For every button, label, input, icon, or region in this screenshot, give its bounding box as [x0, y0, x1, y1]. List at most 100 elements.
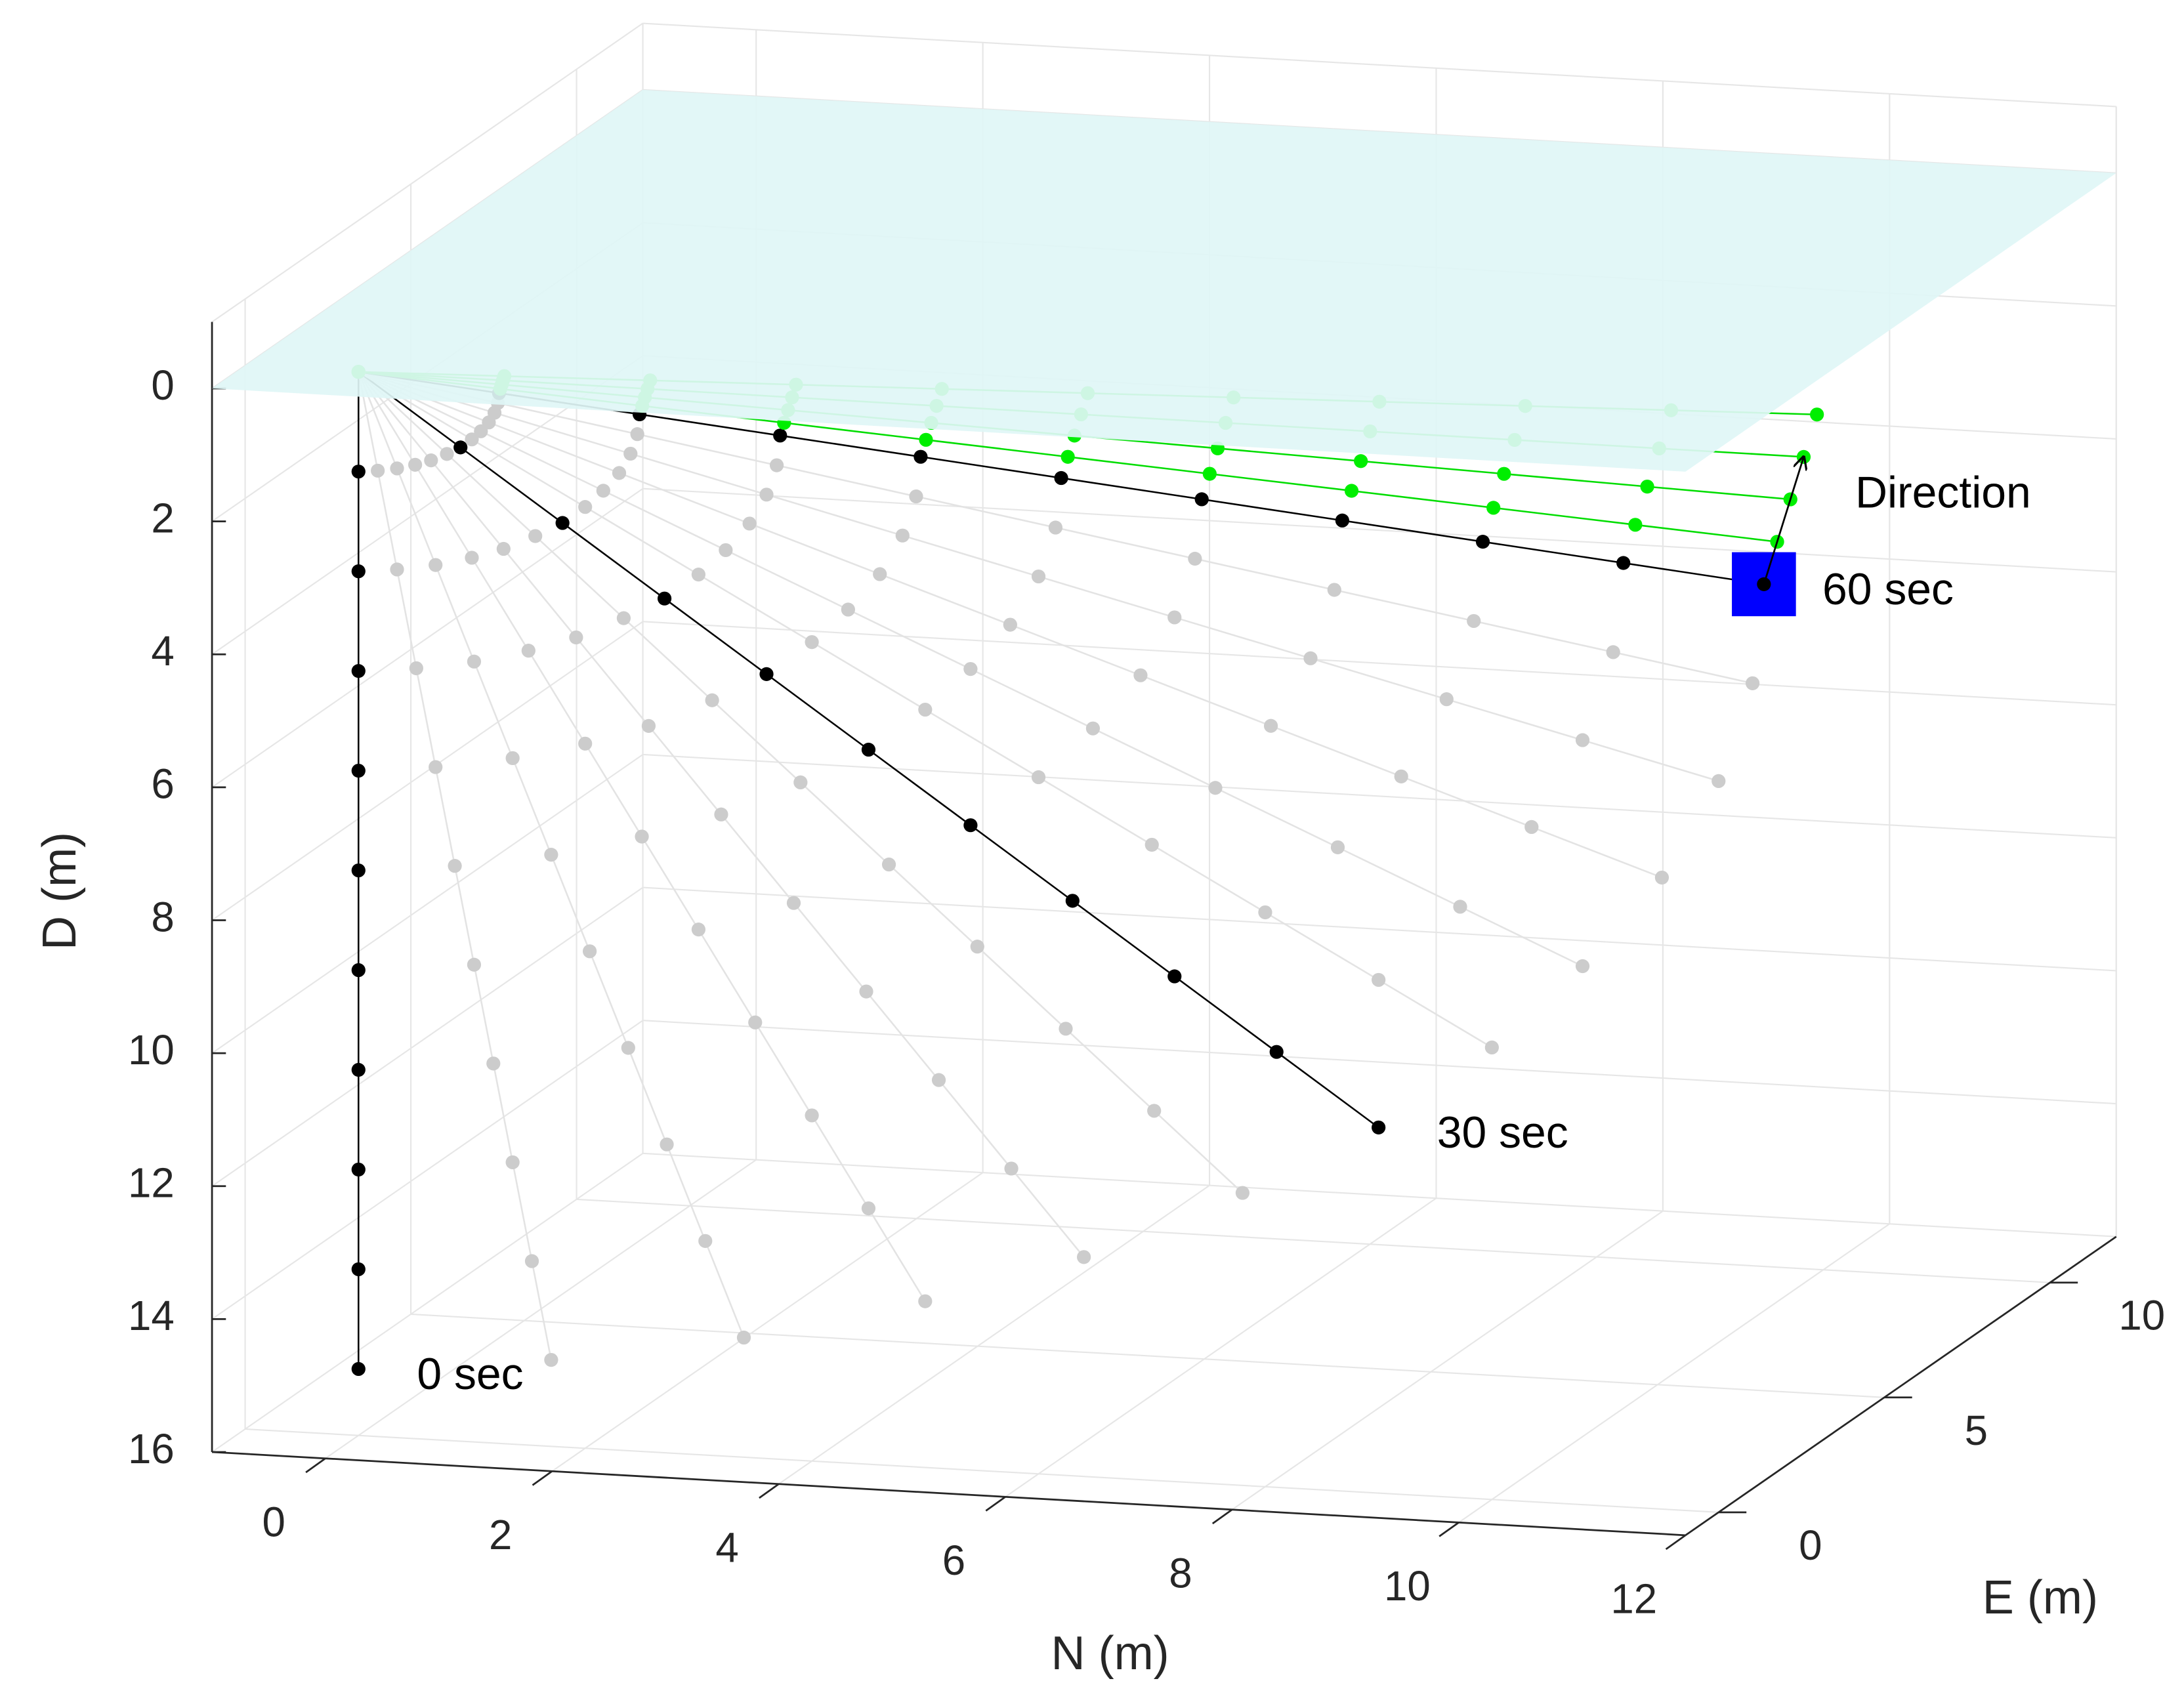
y-axis-label: E (m) [1983, 1571, 2098, 1624]
grid-line [1005, 1197, 1437, 1498]
point [1575, 959, 1590, 974]
z-tick-label: 2 [151, 495, 174, 541]
point [1144, 837, 1159, 852]
point [351, 1162, 366, 1177]
point [1194, 492, 1209, 507]
point [1354, 454, 1368, 468]
point [390, 562, 404, 577]
point [621, 1041, 635, 1055]
point [963, 661, 978, 676]
point [1208, 781, 1223, 795]
point [1085, 721, 1101, 736]
point [596, 484, 610, 498]
annotation: 30 sec [1437, 1108, 1568, 1157]
point [467, 957, 482, 972]
grid-line [642, 1020, 2116, 1105]
x-tick-label: 2 [489, 1512, 512, 1558]
point [1475, 535, 1490, 549]
point [1497, 467, 1511, 481]
point [623, 446, 638, 461]
point [881, 857, 896, 872]
point [544, 1352, 558, 1367]
point [970, 940, 984, 954]
point [657, 591, 672, 606]
point [914, 449, 928, 464]
x-tick [1211, 1508, 1233, 1525]
point [742, 516, 757, 531]
point [351, 465, 366, 479]
y-tick-label: 10 [2118, 1293, 2165, 1339]
point [805, 634, 819, 650]
point [448, 859, 462, 873]
point [773, 428, 788, 443]
grid-line [211, 1152, 644, 1453]
point [578, 500, 593, 514]
x-tick-label: 6 [942, 1537, 965, 1584]
point [1188, 551, 1202, 566]
point [1303, 651, 1318, 665]
point [351, 664, 366, 678]
point [1344, 484, 1359, 498]
point [612, 466, 627, 480]
grid-line [551, 1172, 984, 1472]
point [759, 488, 774, 502]
box-edge [211, 22, 644, 323]
point [963, 818, 978, 833]
z-tick-label: 8 [151, 894, 174, 940]
z-tick-label: 10 [128, 1027, 175, 1073]
point [1235, 1186, 1250, 1200]
point [859, 984, 873, 999]
point [1004, 1161, 1018, 1176]
grid-line [211, 488, 644, 788]
x-tick-label: 10 [1384, 1563, 1431, 1610]
point [698, 1234, 713, 1248]
point [1453, 900, 1467, 914]
point [1077, 1250, 1091, 1264]
point [861, 742, 876, 757]
point [635, 829, 649, 844]
grid-line [211, 754, 644, 1054]
point [578, 736, 593, 751]
z-tick-label: 4 [151, 628, 174, 675]
point [582, 944, 597, 959]
grid-line [642, 886, 2116, 972]
point [1712, 774, 1726, 789]
point [505, 1155, 520, 1170]
point [691, 923, 706, 937]
point [440, 447, 454, 461]
point [705, 693, 719, 707]
point [748, 1015, 763, 1029]
x-tick-label: 12 [1610, 1576, 1657, 1623]
point [769, 458, 784, 472]
point [805, 1108, 819, 1123]
z-axis-label: D (m) [33, 832, 86, 950]
point [555, 516, 570, 530]
point [465, 432, 479, 447]
z-tick-label: 0 [151, 362, 174, 409]
point [1640, 480, 1654, 494]
point [467, 654, 482, 669]
point [714, 807, 728, 821]
point [660, 1137, 674, 1152]
annotation: 0 sec [417, 1350, 523, 1399]
grid-line [576, 1198, 2050, 1283]
point [1167, 969, 1182, 984]
x-axis [211, 1451, 1686, 1537]
point [736, 1330, 751, 1345]
point [351, 863, 366, 878]
x-tick [532, 1470, 553, 1486]
point [1745, 676, 1760, 690]
point [1269, 1045, 1284, 1059]
point [1048, 520, 1063, 535]
grid-line [211, 886, 644, 1187]
point [429, 558, 443, 572]
point [1327, 583, 1341, 597]
point [569, 630, 583, 645]
point [1335, 513, 1349, 528]
point [759, 667, 774, 681]
point [1330, 840, 1345, 854]
grid-line [245, 1428, 1719, 1513]
point [909, 489, 923, 504]
